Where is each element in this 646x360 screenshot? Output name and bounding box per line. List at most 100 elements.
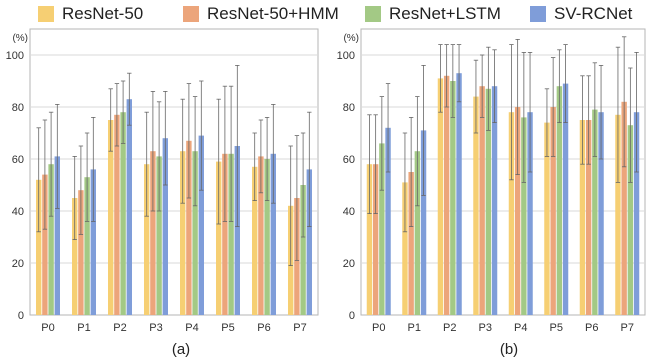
bar (550, 107, 556, 315)
bar (521, 117, 527, 316)
bar (592, 109, 598, 315)
bar (222, 153, 228, 315)
y-axis-label: (%) (343, 33, 359, 44)
bar (633, 112, 640, 315)
bar (473, 96, 479, 315)
bar (372, 164, 379, 315)
y-tick-label: 20 (12, 258, 24, 270)
x-tick-label: P4 (185, 322, 198, 334)
bar (114, 114, 120, 315)
bar (270, 153, 276, 315)
bar (621, 101, 627, 315)
bar (450, 81, 456, 315)
bar (491, 86, 498, 315)
bar (408, 172, 414, 315)
y-axis-label: (%) (12, 33, 28, 44)
bar (379, 143, 385, 315)
bar (556, 86, 563, 315)
bar (126, 99, 132, 315)
x-tick-label: P4 (514, 322, 527, 334)
x-tick-label: P7 (293, 322, 306, 334)
bar (627, 125, 634, 315)
x-tick-label: P0 (372, 322, 385, 334)
x-tick-label: P0 (41, 322, 54, 334)
bar (78, 190, 84, 315)
legend-label-resnet-50-hmm: ResNet-50+HMM (207, 4, 339, 23)
y-tick-label: 0 (18, 310, 24, 322)
bar (198, 135, 204, 315)
bar (90, 169, 96, 315)
bar (514, 107, 521, 315)
bar (527, 112, 533, 315)
bar (144, 164, 150, 315)
bar (216, 161, 222, 315)
plot-frame (360, 28, 646, 316)
y-tick-label: 40 (12, 206, 24, 218)
bar (402, 182, 408, 315)
y-tick-label: 80 (343, 102, 355, 114)
bar (108, 120, 114, 315)
bar (150, 151, 156, 315)
bar (192, 151, 198, 315)
y-tick-label: 40 (343, 206, 355, 218)
x-tick-label: P1 (408, 322, 421, 334)
bar (414, 151, 421, 315)
bar (264, 159, 270, 315)
bar (300, 185, 306, 315)
bar (162, 138, 168, 315)
bar (508, 112, 515, 315)
legend-label-resnet-50: ResNet-50 (62, 4, 144, 23)
chart-panel-b: 0 20 40 60 80 100 (%) P0 P1 P2 P3 P4 P5 P6 P7 (b) (337, 28, 646, 358)
bar (54, 156, 60, 315)
bar (456, 73, 462, 315)
y-tick-label: 100 (337, 50, 355, 62)
bar (120, 112, 126, 315)
bar (562, 83, 569, 315)
legend: ResNet-50 ResNet-50+HMM ResNet+LSTM SV-R… (0, 0, 646, 30)
bar (443, 75, 450, 315)
x-tick-label: P5 (221, 322, 234, 334)
bar (258, 156, 264, 315)
y-tick-label: 60 (343, 154, 355, 166)
bar (156, 156, 162, 315)
legend-swatch-sv-rcnet (530, 6, 546, 22)
x-tick-label: P2 (113, 322, 126, 334)
x-tick-label: P1 (77, 322, 90, 334)
legend-swatch-resnet-50-hmm (183, 6, 199, 22)
legend-swatch-resnet-50 (38, 6, 54, 22)
bar (228, 153, 234, 315)
bar (36, 179, 42, 315)
bar (252, 166, 258, 315)
x-tick-label: P6 (585, 322, 598, 334)
bar (615, 114, 621, 315)
bar (72, 198, 78, 315)
panel-label: (b) (500, 341, 518, 358)
chart-panel-a: 0 20 40 60 80 100 (%) P0 P1 P2 P3 P4 P5 P6 P7 (a) (6, 28, 319, 358)
x-tick-label: P6 (257, 322, 270, 334)
bar (485, 88, 492, 315)
y-tick-label: 100 (6, 50, 24, 62)
bar (544, 122, 550, 315)
legend-item-resnet-lstm: ResNet+LSTM (365, 3, 501, 25)
bar (186, 140, 192, 315)
bar (385, 127, 391, 315)
y-tick-label: 80 (12, 102, 24, 114)
legend-label-resnet-lstm: ResNet+LSTM (389, 4, 501, 23)
y-tick-label: 60 (12, 154, 24, 166)
legend-item-resnet-50: ResNet-50 (38, 3, 143, 25)
panel-label: (a) (172, 341, 190, 358)
bar (437, 78, 444, 316)
y-tick-label: 0 (349, 310, 355, 322)
x-tick-label: P3 (479, 322, 492, 334)
bar (420, 130, 427, 315)
bar (234, 146, 240, 315)
bar (306, 169, 312, 315)
bar (598, 112, 604, 315)
legend-item-sv-rcnet: SV-RCNet (530, 3, 632, 25)
legend-swatch-resnet-lstm (365, 6, 381, 22)
bar (84, 177, 90, 315)
y-tick-label: 20 (343, 258, 355, 270)
bar (42, 174, 48, 315)
legend-item-resnet-50-hmm: ResNet-50+HMM (183, 3, 339, 25)
